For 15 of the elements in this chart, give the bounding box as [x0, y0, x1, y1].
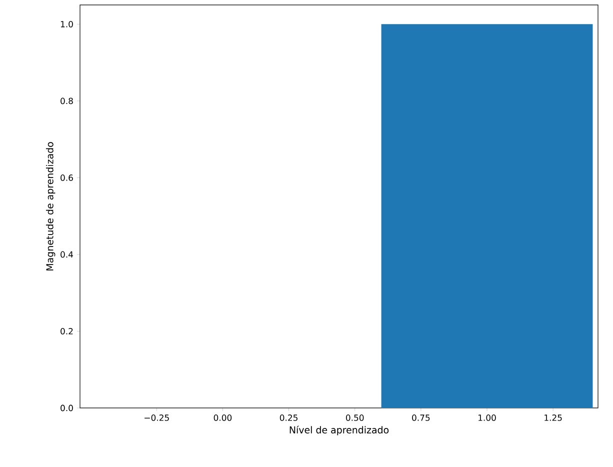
y-tick-label: 1.0: [60, 20, 73, 28]
x-tick-label: 0.00: [214, 414, 232, 421]
y-tick-label: 0.8: [60, 98, 73, 104]
x-tick-label: 1.25: [544, 414, 562, 421]
x-tick-label: 1.00: [478, 414, 496, 421]
x-axis-title: Nível de aprendizado: [290, 426, 389, 436]
y-tick-label: 0.0: [60, 404, 73, 412]
x-tick-label: 0.25: [280, 414, 298, 421]
y-tick-label: 0.6: [60, 174, 73, 181]
y-axis-title: Magnetude de aprendizado: [46, 142, 56, 270]
x-tick-label: 0.75: [412, 414, 430, 421]
x-tick-label: 0.50: [346, 414, 364, 421]
x-tick-label: −0.25: [144, 414, 169, 421]
y-tick-label: 0.2: [60, 328, 73, 334]
y-tick-label: 0.4: [60, 251, 74, 258]
